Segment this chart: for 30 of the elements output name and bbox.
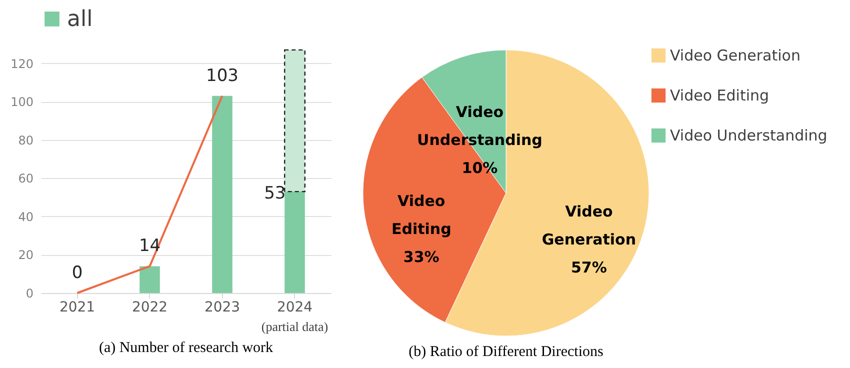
legend-label: Video Generation — [670, 46, 800, 64]
slice-label: Video Editing — [391, 192, 452, 238]
y-tick-label: 40 — [18, 210, 34, 224]
y-tick-label: 120 — [10, 56, 34, 71]
legend-label: all — [67, 7, 93, 32]
text: (partial data) — [261, 319, 328, 334]
text: (b) Ratio of Different Directions — [408, 344, 604, 360]
x-tick-label: 2022 — [132, 300, 168, 316]
data-label: 0 — [72, 263, 83, 283]
slice-label: Video Understanding — [417, 103, 542, 150]
legend-label: Video Editing — [670, 86, 770, 104]
slice-label: Video Generation — [542, 202, 636, 249]
data-label: 103 — [206, 66, 238, 86]
y-tick-label: 0 — [26, 286, 34, 300]
y-tick-label: 80 — [18, 133, 34, 148]
x-tick-label: 2021 — [59, 300, 96, 316]
data-label: 57% — [571, 258, 607, 277]
y-tick-label: 20 — [18, 248, 34, 262]
bar — [284, 192, 305, 293]
text: (a) Number of research work — [98, 340, 274, 356]
bar — [140, 266, 160, 293]
data-label: 33% — [403, 248, 440, 266]
x-tick-label: 2023 — [204, 300, 240, 316]
y-tick-label: 60 — [18, 172, 34, 186]
bar — [284, 49, 306, 192]
data-label: 53 — [264, 184, 286, 204]
legend-label: Video Understanding — [670, 126, 828, 144]
bar — [212, 96, 232, 293]
y-tick-label: 100 — [10, 95, 34, 110]
x-tick-label: 2024 — [276, 300, 313, 316]
